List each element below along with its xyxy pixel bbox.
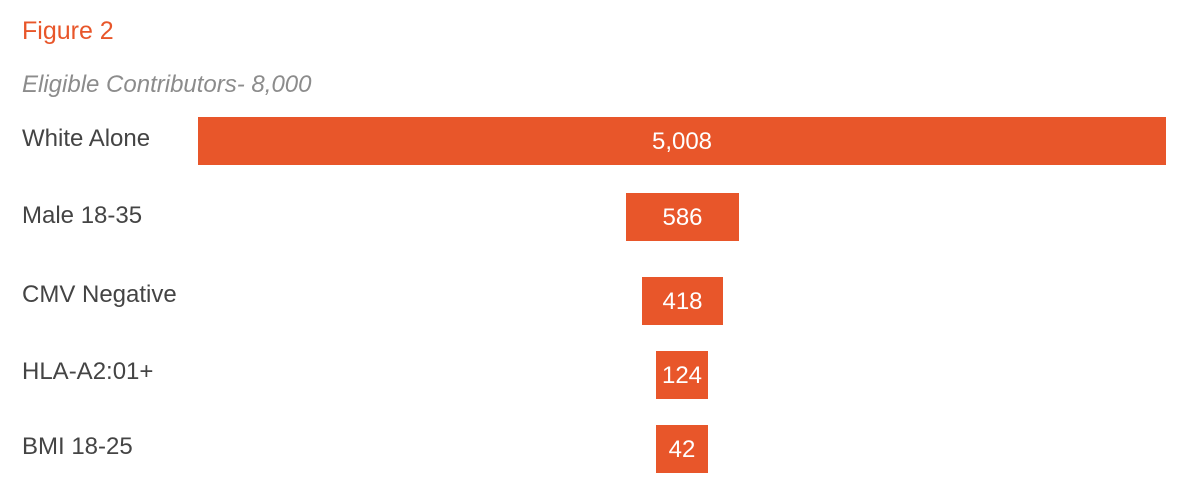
chart-title: Eligible Contributors- 8,000 — [22, 71, 312, 98]
category-label-cmv-negative: CMV Negative — [22, 281, 177, 308]
bar-value-label-male-18-35: 586 — [662, 204, 703, 231]
bar-bmi-18-25 — [656, 425, 708, 473]
category-label-white-alone: White Alone — [22, 125, 151, 152]
bar-cmv-negative — [642, 277, 723, 325]
bar-value-label-bmi-18-25: 42 — [668, 436, 696, 463]
bar-value-label-hla-a2-01: 124 — [661, 362, 703, 389]
category-label-hla-a2-01: HLA-A2:01+ — [22, 358, 154, 385]
bar-value-label-cmv-negative: 418 — [662, 288, 703, 315]
figure-label: Figure 2 — [22, 17, 114, 45]
category-label-male-18-35: Male 18-35 — [22, 202, 143, 229]
bar-male-18-35 — [626, 193, 739, 241]
bar-hla-a2-01 — [656, 351, 708, 399]
bar-value-label-white-alone: 5,008 — [651, 128, 713, 155]
bar-white-alone — [198, 117, 1166, 165]
category-label-bmi-18-25: BMI 18-25 — [22, 433, 133, 460]
